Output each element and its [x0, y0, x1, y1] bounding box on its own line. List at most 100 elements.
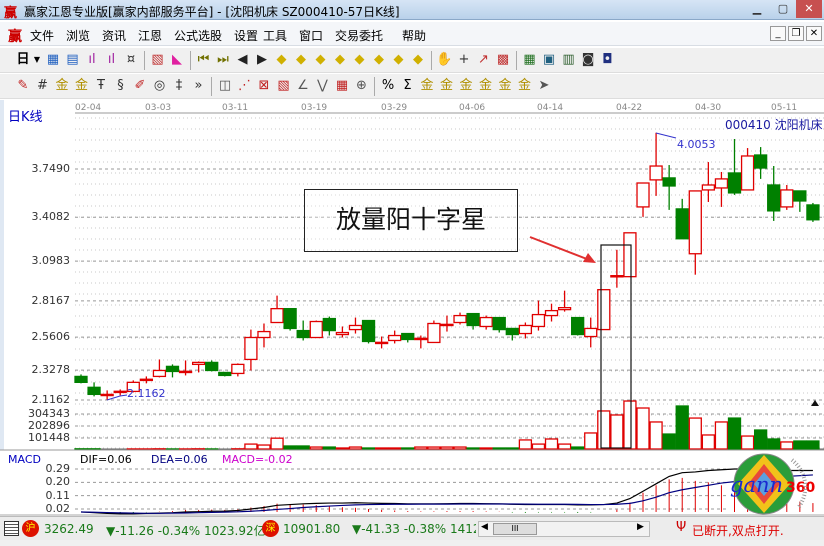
gold-icon[interactable]: 金 [420, 78, 434, 93]
first-icon[interactable]: ⏮ [197, 52, 210, 67]
square2-icon[interactable]: ▧ [277, 78, 290, 93]
mdi-minimize-button[interactable]: _ [770, 26, 786, 41]
crosshair-icon[interactable]: + [458, 52, 470, 67]
save-icon[interactable]: ▥ [562, 52, 575, 67]
formula-icon[interactable]: ▧ [151, 52, 164, 67]
line-tool-icon[interactable]: ↗ [478, 52, 489, 67]
indicator9-icon[interactable]: ıl [107, 52, 116, 67]
scroll-thumb[interactable]: III [493, 523, 537, 535]
gann-d-icon[interactable]: ◆ [413, 52, 423, 67]
box-icon[interactable]: ◫ [218, 78, 232, 93]
date-tick: 03-29 [381, 103, 408, 113]
tools-icon[interactable]: ◙ [581, 52, 595, 67]
marker-icon[interactable]: ✐ [134, 78, 146, 93]
circle-icon[interactable]: ◎ [153, 78, 166, 93]
minimize-button[interactable]: ▁ [752, 2, 762, 15]
price-tick: 2.1162 [31, 393, 71, 406]
gold3-icon[interactable]: 金 [459, 78, 473, 93]
gold5-icon[interactable]: 金 [498, 78, 512, 93]
gold2-icon[interactable]: 金 [439, 78, 453, 93]
grid-lines-icon[interactable]: # [37, 78, 48, 93]
indicator3-icon[interactable]: ıl [88, 52, 96, 67]
connection-status[interactable]: 已断开,双点打开. [692, 524, 784, 538]
candle-up [701, 184, 716, 191]
spiral-icon[interactable]: § [117, 78, 124, 93]
gann-shrink-icon[interactable]: ◆ [335, 52, 345, 67]
square-icon[interactable]: ⊠ [258, 78, 270, 93]
ruler-icon[interactable]: ‡ [175, 78, 183, 93]
candle-up [688, 190, 702, 255]
chart-icon[interactable]: ▦ [46, 52, 60, 67]
mdi-close-button[interactable]: ✕ [806, 26, 822, 41]
menu-3[interactable]: 江恩 [138, 29, 163, 43]
period-dropdown-icon[interactable]: ▼ [33, 55, 41, 64]
scroll-right-icon[interactable]: ▶ [637, 522, 644, 532]
angle-icon[interactable]: ∠ [297, 78, 309, 93]
close-button[interactable]: ✕ [796, 0, 822, 18]
candle-down [571, 316, 585, 336]
next-icon[interactable]: ▶ [257, 52, 267, 67]
candle-up [453, 314, 467, 324]
shenzhen-badge[interactable]: 深 [262, 520, 279, 537]
candle-up [557, 307, 572, 311]
maximize-button[interactable]: ▢ [777, 2, 789, 15]
ticker-scrollbar[interactable]: ◀ III ▶ [478, 521, 650, 537]
menu-2[interactable]: 资讯 [102, 29, 127, 43]
sigma-icon[interactable]: Σ [403, 78, 412, 93]
candle-up [309, 320, 323, 339]
candle-up [113, 390, 127, 394]
menu-1[interactable]: 浏览 [66, 29, 91, 43]
table-icon[interactable]: ▦ [335, 78, 349, 93]
cycle-icon[interactable]: ⊕ [356, 78, 367, 93]
menu-7[interactable]: 窗口 [299, 29, 324, 43]
calendar-icon[interactable]: ▦ [523, 52, 536, 67]
candle-down [753, 154, 768, 169]
menu-5[interactable]: 设置 [234, 29, 259, 43]
percent-icon[interactable]: % [381, 78, 395, 93]
gann-right-icon[interactable]: ◆ [296, 52, 306, 67]
flag-icon[interactable]: ◣ [172, 52, 182, 67]
shanghai-badge[interactable]: 沪 [22, 520, 39, 537]
gold4-icon[interactable]: 金 [478, 78, 492, 93]
menu-bar: 赢 _ ❐ ✕ 文件 浏览 资讯 江恩 公式选股 设置 工具 窗口 交易委托 帮助 [0, 22, 824, 46]
candle-up [623, 232, 637, 278]
fan-icon[interactable]: ⋰ [238, 78, 251, 93]
menu-6[interactable]: 工具 [263, 29, 288, 43]
scroll-left-icon[interactable]: ◀ [481, 522, 488, 532]
period-select[interactable]: 日 [16, 52, 30, 67]
mdi-restore-button[interactable]: ❐ [788, 26, 804, 41]
more-icon[interactable]: » [194, 78, 203, 93]
kline-chart[interactable] [0, 100, 824, 516]
menu-0[interactable]: 文件 [30, 29, 55, 43]
menu-4[interactable]: 公式选股 [174, 29, 223, 43]
gann-left-icon[interactable]: ◆ [276, 52, 287, 67]
hand-icon[interactable]: ✋ [436, 52, 453, 67]
gann-h-icon[interactable]: ◆ [315, 52, 326, 67]
fib-icon[interactable]: Ŧ [97, 78, 105, 93]
candle-type-icon[interactable]: ¤ [126, 52, 136, 67]
gann-star-icon[interactable]: ◆ [354, 52, 365, 67]
arrow-tool-icon[interactable]: ➤ [538, 78, 550, 93]
gann-c-icon[interactable]: ◆ [393, 52, 404, 67]
gann-b-icon[interactable]: ◆ [374, 52, 384, 67]
toolbar-main: 日 ▼ ▦ ▤ ıl ıl ¤ ▧ ◣ ⏮ ⏭ ◀ ▶ ◆ ◆ ◆ ◆ ◆ ◆ ◆ ◆ ✋ + ↗ ▩ ▦ ▣ ▥ ◙ ◘ [0, 48, 824, 73]
calculator-icon[interactable]: ▣ [542, 52, 556, 67]
gold6-icon[interactable]: 金 [517, 78, 531, 93]
print-icon[interactable]: ◘ [602, 52, 613, 67]
wave-icon[interactable]: ⋁ [317, 78, 328, 93]
volume-bar [753, 429, 768, 450]
antenna-icon: Ψ [676, 520, 687, 535]
gold-grid2-icon[interactable]: 金 [74, 78, 88, 93]
candle-up [244, 336, 258, 361]
grid-icon[interactable]: ▩ [496, 52, 510, 67]
gold-grid-icon[interactable]: 金 [55, 78, 69, 93]
candle-up [544, 309, 559, 317]
note-icon[interactable]: ▤ [66, 52, 79, 67]
macd-tick: 0.29 [45, 462, 71, 475]
last-icon[interactable]: ⏭ [217, 52, 229, 67]
calendar-icon[interactable] [4, 521, 19, 536]
prev-icon[interactable]: ◀ [237, 52, 248, 67]
menu-8[interactable]: 交易委托 [335, 29, 384, 43]
pen-icon[interactable]: ✎ [17, 78, 29, 93]
menu-9[interactable]: 帮助 [402, 29, 427, 43]
